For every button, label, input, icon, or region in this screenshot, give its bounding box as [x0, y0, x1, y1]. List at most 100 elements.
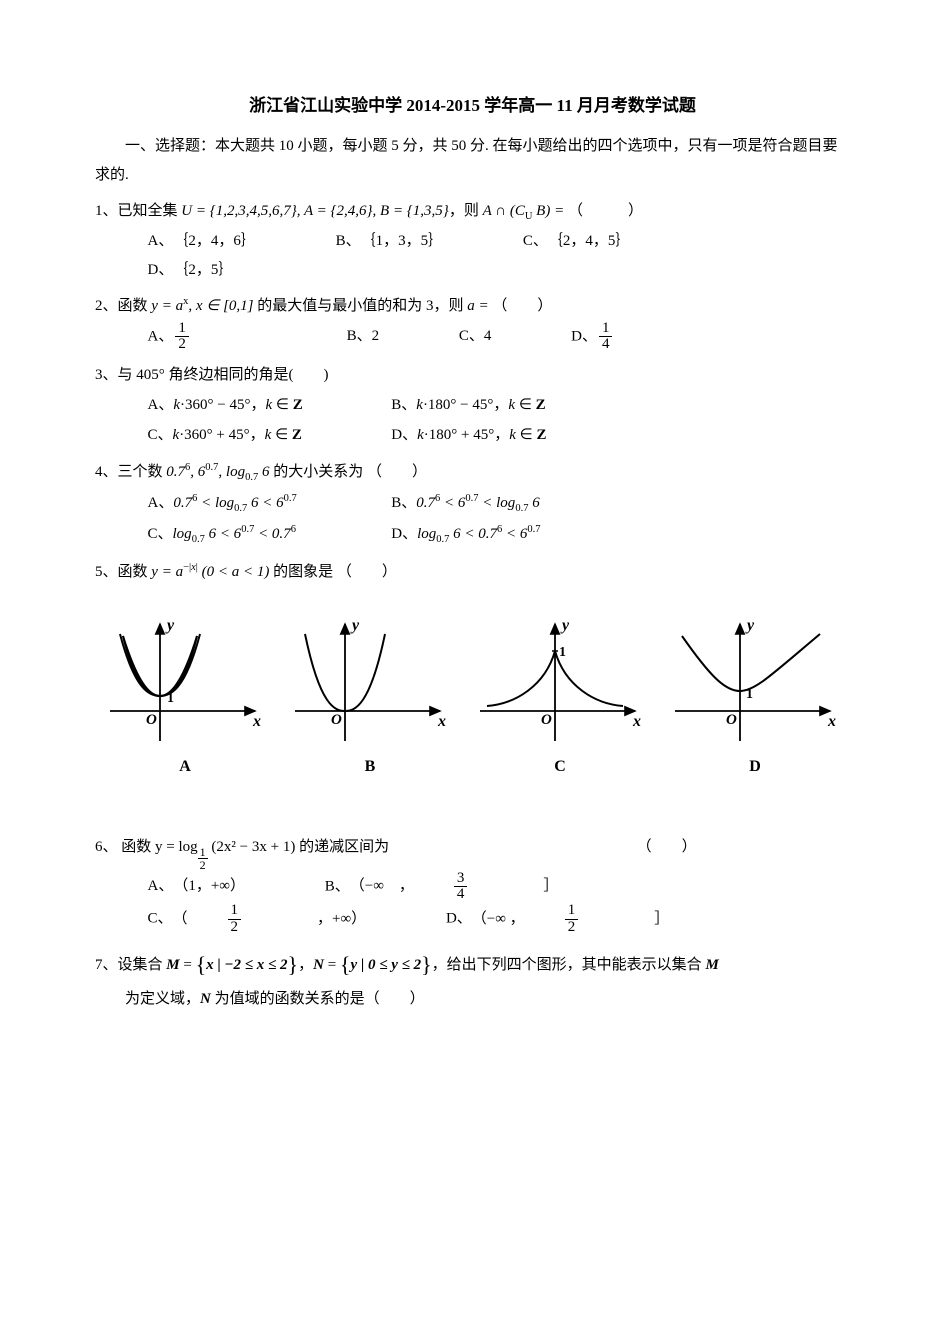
q2-opt-D: D、14: [571, 321, 688, 354]
q6-B-post: ］: [543, 872, 558, 901]
q6-opt-C: C、（12，+∞）: [148, 903, 405, 936]
q1-A-text: ｛2，4，6｝: [173, 227, 256, 256]
q7-mid: ，给出下列四个图形，其中能表示以集合: [432, 957, 706, 973]
question-4: 4、三个数 0.76, 60.7, log0.7 6 的大小关系为 （ ）: [95, 458, 850, 488]
q1-mid: ，则: [449, 203, 483, 219]
q4-opt-D: D、log0.7 6 < 0.76 < 60.7: [391, 519, 631, 550]
q6-D-num: 1: [565, 903, 579, 920]
svg-text:1: 1: [167, 691, 174, 706]
svg-text:1: 1: [746, 687, 753, 702]
q6-opt-A: A、（1，+∞）: [148, 872, 284, 901]
section-intro: 一、选择题：本大题共 10 小题，每小题 5 分，共 50 分. 在每小题给出的…: [95, 132, 850, 189]
graph-A: x y O 1 A: [105, 616, 265, 782]
question-3: 3、与 405° 角终边相同的角是( ): [95, 361, 850, 390]
q6-C-post: ，+∞）: [317, 905, 366, 934]
q6-C-den: 2: [228, 920, 242, 936]
graph-B-label: B: [290, 752, 450, 782]
q6-B-den: 4: [454, 887, 468, 903]
question-7: 7、设集合 M = {x | −2 ≤ x ≤ 2}，N = {y | 0 ≤ …: [95, 944, 850, 986]
q7-line2: 为定义域，N 为值域的函数关系的是（ ）: [95, 985, 850, 1014]
q6-paren: （ ）: [637, 839, 697, 855]
q2-D-den: 4: [599, 337, 613, 353]
q4-opt-B: B、0.76 < 60.7 < log0.7 6: [391, 488, 631, 519]
q2-C-text: 4: [484, 322, 492, 351]
q1-opt-C: C、｛2，4，5｝: [523, 227, 669, 256]
svg-text:O: O: [146, 712, 157, 728]
svg-text:x: x: [252, 713, 261, 730]
graph-B: x y O B: [290, 616, 450, 782]
q3-stem: 与 405° 角终边相同的角是( ): [118, 367, 329, 383]
q6-C-pre: （: [173, 905, 188, 934]
q1-C-text: ｛2，4，5｝: [548, 227, 631, 256]
q6-D-den: 2: [565, 920, 579, 936]
q3-opt-D: D、k·180° + 45°，k ∈ Z: [391, 420, 631, 450]
q4-opt-A: A、0.76 < log0.7 6 < 60.7: [148, 488, 388, 519]
q3-num: 3、: [95, 367, 118, 383]
q7-stem-pre: 设集合: [118, 957, 167, 973]
graph-B-svg: x y O: [290, 616, 450, 746]
svg-text:x: x: [632, 713, 641, 730]
q6-num: 6、: [95, 839, 118, 855]
svg-text:O: O: [331, 712, 342, 728]
svg-text:O: O: [541, 712, 552, 728]
svg-text:y: y: [350, 617, 360, 634]
q6-log-base: 12: [198, 846, 208, 871]
q2-options: A、12 B、2 C、4 D、14: [95, 321, 850, 354]
q6-opt-D: D、（−∞ ，12］: [446, 903, 707, 936]
q2-A-den: 2: [175, 337, 189, 353]
q6-D-post: ］: [654, 905, 669, 934]
q1-num: 1、: [95, 203, 118, 219]
q3-opt-C: C、k·360° + 45°，k ∈ Z: [148, 420, 388, 450]
q6-C-num: 1: [228, 903, 242, 920]
q1-paren: （ ）: [568, 203, 643, 219]
svg-text:y: y: [165, 617, 175, 634]
q1-math: U = {1,2,3,4,5,6,7}, A = {2,4,6}, B = {1…: [181, 203, 449, 219]
graph-D-svg: x y O 1: [670, 616, 840, 746]
question-5: 5、函数 y = a−|x| (0 < a < 1) 的图象是 （ ）: [95, 558, 850, 587]
graph-D-label: D: [670, 752, 840, 782]
question-6: 6、 函数 y = log12 (2x² − 3x + 1) 的递减区间为 （ …: [95, 833, 850, 871]
q1-B-text: ｛1，3，5｝: [361, 227, 444, 256]
q3-options: A、k·360° − 45°，k ∈ Z B、k·180° − 45°，k ∈ …: [95, 390, 850, 450]
q1-opt-B: B、｛1，3，5｝: [336, 227, 482, 256]
exam-page: 浙江省江山实验中学 2014-2015 学年高一 11 月月考数学试题 一、选择…: [0, 0, 945, 1074]
q1-options: A、｛2，4，6｝ B、｛1，3，5｝ C、｛2，4，5｝ D、｛2，5｝: [95, 227, 850, 284]
graph-C-svg: x y O 1: [475, 616, 645, 746]
q6-options: A、（1，+∞） B、（−∞ ，34］ C、（12，+∞） D、（−∞ ，12］: [95, 871, 850, 936]
q2-paren: （ ）: [492, 298, 552, 314]
q6-stem-post: (2x² − 3x + 1) 的递减区间为: [211, 839, 389, 855]
q2-num: 2、: [95, 298, 118, 314]
q4-options: A、0.76 < log0.7 6 < 60.7 B、0.76 < 60.7 <…: [95, 488, 850, 550]
svg-text:x: x: [437, 713, 446, 730]
q3-opt-B: B、k·180° − 45°，k ∈ Z: [391, 390, 631, 420]
q6-B-pre: （−∞ ，: [350, 872, 414, 901]
svg-text:x: x: [827, 713, 836, 730]
graph-C: x y O 1 C: [475, 616, 645, 782]
question-1: 1、已知全集 U = {1,2,3,4,5,6,7}, A = {2,4,6},…: [95, 197, 850, 227]
q6-A-text: （1，+∞）: [173, 872, 245, 901]
q2-A-num: 1: [175, 321, 189, 338]
svg-text:y: y: [745, 617, 755, 634]
graph-A-label: A: [105, 752, 265, 782]
q7-end2: 为值域的函数关系的是（ ）: [211, 991, 425, 1007]
q5-graphs: x y O 1 A x: [95, 616, 850, 782]
q5-paren: （ ）: [337, 564, 397, 580]
q2-opt-C: C、4: [459, 322, 530, 351]
q7-num: 7、: [95, 957, 118, 973]
q1-stem-pre: 已知全集: [118, 203, 182, 219]
question-2: 2、函数 y = ax, x ∈ [0,1] 的最大值与最小值的和为 3，则 a…: [95, 292, 850, 321]
q5-num: 5、: [95, 564, 118, 580]
q1-D-text: ｛2，5｝: [173, 256, 233, 285]
q2-opt-A: A、12: [148, 321, 265, 354]
q2-opt-B: B、2: [347, 322, 418, 351]
graph-C-label: C: [475, 752, 645, 782]
svg-text:1: 1: [559, 645, 566, 660]
q2-D-num: 1: [599, 321, 613, 338]
q4-opt-C: C、log0.7 6 < 60.7 < 0.76: [148, 519, 388, 550]
q6-B-num: 3: [454, 871, 468, 888]
q2-B-text: 2: [372, 322, 380, 351]
svg-text:y: y: [560, 617, 570, 634]
q3-opt-A: A、k·360° − 45°，k ∈ Z: [148, 390, 388, 420]
q1-opt-D: D、｛2，5｝: [148, 256, 272, 285]
q6-stem-pre: 函数 y = log: [121, 839, 197, 855]
